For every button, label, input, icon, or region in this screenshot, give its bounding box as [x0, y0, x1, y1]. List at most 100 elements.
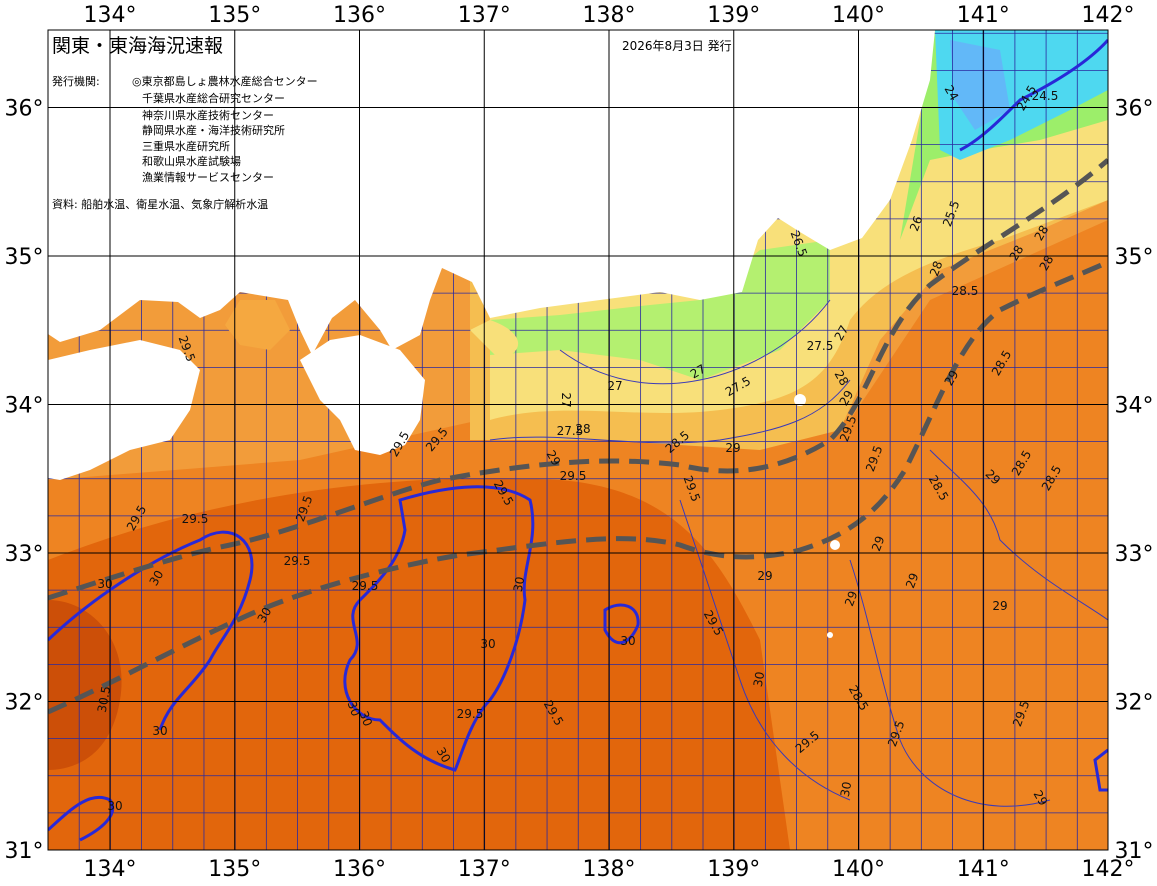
contour-label: 28 [1032, 223, 1052, 243]
kuroshio-axis [48, 158, 1108, 715]
agency-label: 発行機関: [52, 74, 100, 88]
agency: 和歌山県水産試験場 [142, 154, 241, 168]
contour-label: 30 [107, 799, 122, 813]
contour-label: 30 [838, 781, 854, 798]
land [48, 30, 935, 355]
contour-label: 28 [575, 422, 590, 436]
contour-label: 28 [1037, 253, 1057, 273]
lon-tick-label: 136° [333, 3, 386, 28]
contour-label: 29 [942, 368, 962, 388]
lon-tick-label: 134° [84, 3, 137, 28]
lon-tick-label: 138° [583, 3, 636, 28]
contour-label: 29.5 [182, 512, 209, 526]
lat-tick-label: 36° [5, 97, 44, 122]
lon-tick-label: 142° [1082, 3, 1135, 28]
lon-tick-label: 140° [832, 857, 885, 882]
lat-tick-label: 34° [5, 394, 44, 419]
contour-label: 30 [434, 745, 454, 765]
bay [470, 320, 519, 360]
lat-tick-label: 31° [1115, 839, 1154, 864]
lat-tick-label: 34° [1115, 394, 1154, 419]
agency: 漁業情報サービスセンター [142, 170, 274, 184]
contour-label: 30 [620, 634, 635, 648]
contour-label: 29.5 [560, 469, 587, 483]
axis-ticks: 134° 134° 135° 135° 136° 136° 137° 137° 138° 138°… [5, 3, 1154, 882]
data-source: 資料: 船舶水温、衛星水温、気象庁解析水温 [52, 197, 268, 211]
contour-label: 30 [480, 637, 495, 651]
header: 関東・東海海況速報 2026年8月3日 発行 発行機関: ◎東京都島しょ農林水産… [52, 35, 732, 211]
contour-label: 30 [511, 576, 527, 593]
contour-label: 30 [345, 699, 363, 718]
contour-label: 30 [147, 568, 167, 588]
agency: 神奈川県水産技術センター [142, 108, 274, 122]
lon-tick-label: 136° [333, 857, 386, 882]
lat-tick-label: 33° [1115, 542, 1154, 567]
contour-label: 27 [559, 392, 573, 407]
contour-label: 29 [842, 589, 860, 608]
contour-label: 28 [927, 259, 945, 278]
island [827, 632, 833, 638]
agency: 千葉県水産総合研究センター [142, 91, 285, 105]
contour-label: 29 [725, 441, 740, 455]
land [48, 340, 200, 480]
contour-label: 24.5 [1032, 89, 1059, 103]
lat-tick-label: 31° [5, 839, 44, 864]
contour-label: 29 [903, 571, 921, 590]
contour-label: 30 [751, 671, 767, 688]
lon-tick-label: 137° [458, 857, 511, 882]
land [300, 335, 425, 455]
lon-tick-label: 137° [458, 3, 511, 28]
island [830, 540, 840, 550]
lat-tick-label: 36° [1115, 97, 1154, 122]
contour-label: 24 [942, 83, 962, 103]
island [794, 394, 806, 406]
agency: 静岡県水産・海洋技術研究所 [142, 123, 285, 137]
issue-date: 2026年8月3日 発行 [622, 39, 732, 53]
contour-lines [489, 299, 1108, 807]
contour-label: 29.5 [284, 554, 311, 568]
contour-label: 27 [688, 362, 708, 382]
lat-tick-label: 33° [5, 542, 44, 567]
lon-tick-label: 139° [707, 857, 760, 882]
contour-label: 28 [1007, 243, 1027, 263]
title: 関東・東海海況速報 [52, 35, 223, 57]
lon-tick-label: 135° [208, 857, 261, 882]
lon-tick-label: 141° [957, 3, 1010, 28]
contour-label: 28 [832, 368, 852, 388]
contour-30 [48, 38, 1108, 842]
contour-label: 29 [992, 599, 1007, 613]
contour-label: 27 [607, 379, 622, 393]
contour-label: 29.5 [352, 579, 379, 593]
agency: ◎東京都島しょ農林水産総合センター [132, 74, 318, 88]
contour-label: 30 [357, 709, 375, 728]
warmest-region [48, 600, 122, 770]
contour-label: 30 [255, 605, 275, 625]
contour-label: 30 [97, 577, 112, 591]
agency: 三重県水産研究所 [142, 139, 230, 153]
contour-label: 27.5 [557, 424, 584, 438]
lat-tick-label: 35° [1115, 245, 1154, 270]
bay [225, 300, 290, 350]
contour-label: 30.5 [95, 685, 113, 714]
contour-label: 29.5 [457, 707, 484, 721]
contour-label: 29 [837, 388, 857, 408]
lon-tick-label: 135° [208, 3, 261, 28]
contour-label: 29 [1031, 788, 1051, 808]
lon-tick-label: 141° [957, 857, 1010, 882]
contour-label: 27.5 [807, 339, 834, 353]
lon-tick-label: 138° [583, 857, 636, 882]
lon-tick-label: 139° [707, 3, 760, 28]
contour-label: 30 [152, 724, 167, 738]
lon-tick-label: 134° [84, 857, 137, 882]
contour-label: 29 [757, 569, 772, 583]
contour-label: 29 [544, 448, 564, 468]
lon-tick-label: 142° [1082, 857, 1135, 882]
lat-tick-label: 32° [1115, 691, 1154, 716]
lon-tick-label: 140° [832, 3, 885, 28]
contour-label: 28.5 [952, 284, 979, 298]
contour-label: 27 [832, 323, 852, 343]
lat-tick-label: 35° [5, 245, 44, 270]
lat-tick-label: 32° [5, 691, 44, 716]
